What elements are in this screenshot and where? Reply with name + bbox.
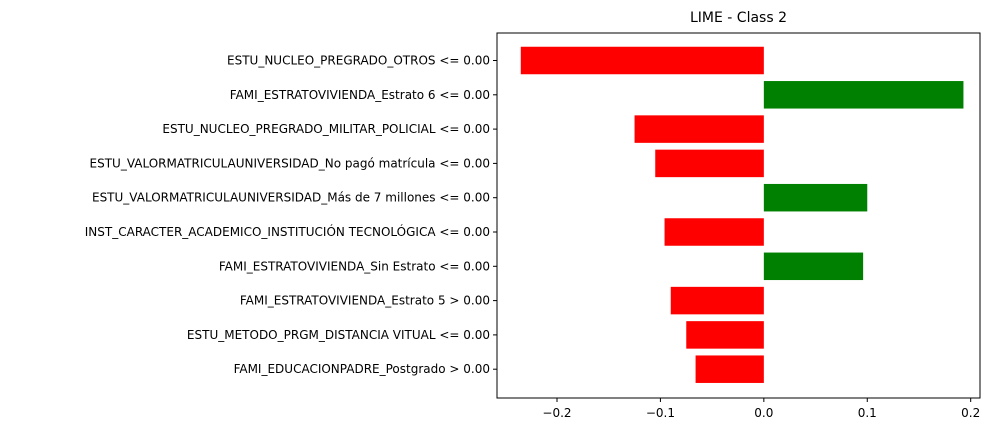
bar	[695, 355, 764, 383]
x-tick-label: 0.2	[961, 406, 980, 420]
category-label: ESTU_NUCLEO_PREGRADO_MILITAR_POLICIAL <=…	[162, 122, 490, 136]
bar	[763, 183, 868, 212]
category-label: ESTU_METODO_PRGM_DISTANCIA VITUAL <= 0.0…	[187, 328, 490, 342]
x-tick-label: −0.1	[646, 406, 675, 420]
bar	[670, 286, 764, 315]
plot-frame	[496, 32, 981, 399]
bar	[634, 115, 764, 143]
category-labels: ESTU_NUCLEO_PREGRADO_OTROS <= 0.00 FAMI_E…	[85, 54, 497, 376]
category-label: ESTU_VALORMATRICULAUNIVERSIDAD_Más de 7 …	[92, 191, 490, 205]
x-tick-label: −0.2	[542, 406, 571, 420]
category-label: FAMI_ESTRATOVIVIENDA_Sin Estrato <= 0.00	[219, 259, 490, 273]
chart-title: LIME - Class 2	[690, 10, 787, 26]
bar	[655, 149, 764, 178]
bar	[763, 252, 864, 281]
x-tick-label: 0.1	[858, 406, 877, 420]
category-label: FAMI_ESTRATOVIVIENDA_Estrato 5 > 0.00	[240, 294, 490, 308]
x-tick-label: 0.0	[754, 406, 773, 420]
bar	[686, 321, 764, 349]
category-label: ESTU_NUCLEO_PREGRADO_OTROS <= 0.00	[227, 54, 490, 68]
bar	[664, 218, 764, 246]
category-label: INST_CARACTER_ACADEMICO_INSTITUCIÓN TECN…	[85, 224, 490, 239]
x-axis: −0.2 −0.1 0.0 0.1 0.2	[542, 398, 980, 420]
category-label: FAMI_ESTRATOVIVIENDA_Estrato 6 <= 0.00	[230, 88, 490, 102]
bar	[763, 81, 964, 109]
bar	[520, 46, 764, 75]
category-label: ESTU_VALORMATRICULAUNIVERSIDAD_No pagó m…	[90, 156, 490, 170]
bars-group	[520, 46, 964, 383]
category-label: FAMI_EDUCACIONPADRE_Postgrado > 0.00	[234, 362, 490, 376]
